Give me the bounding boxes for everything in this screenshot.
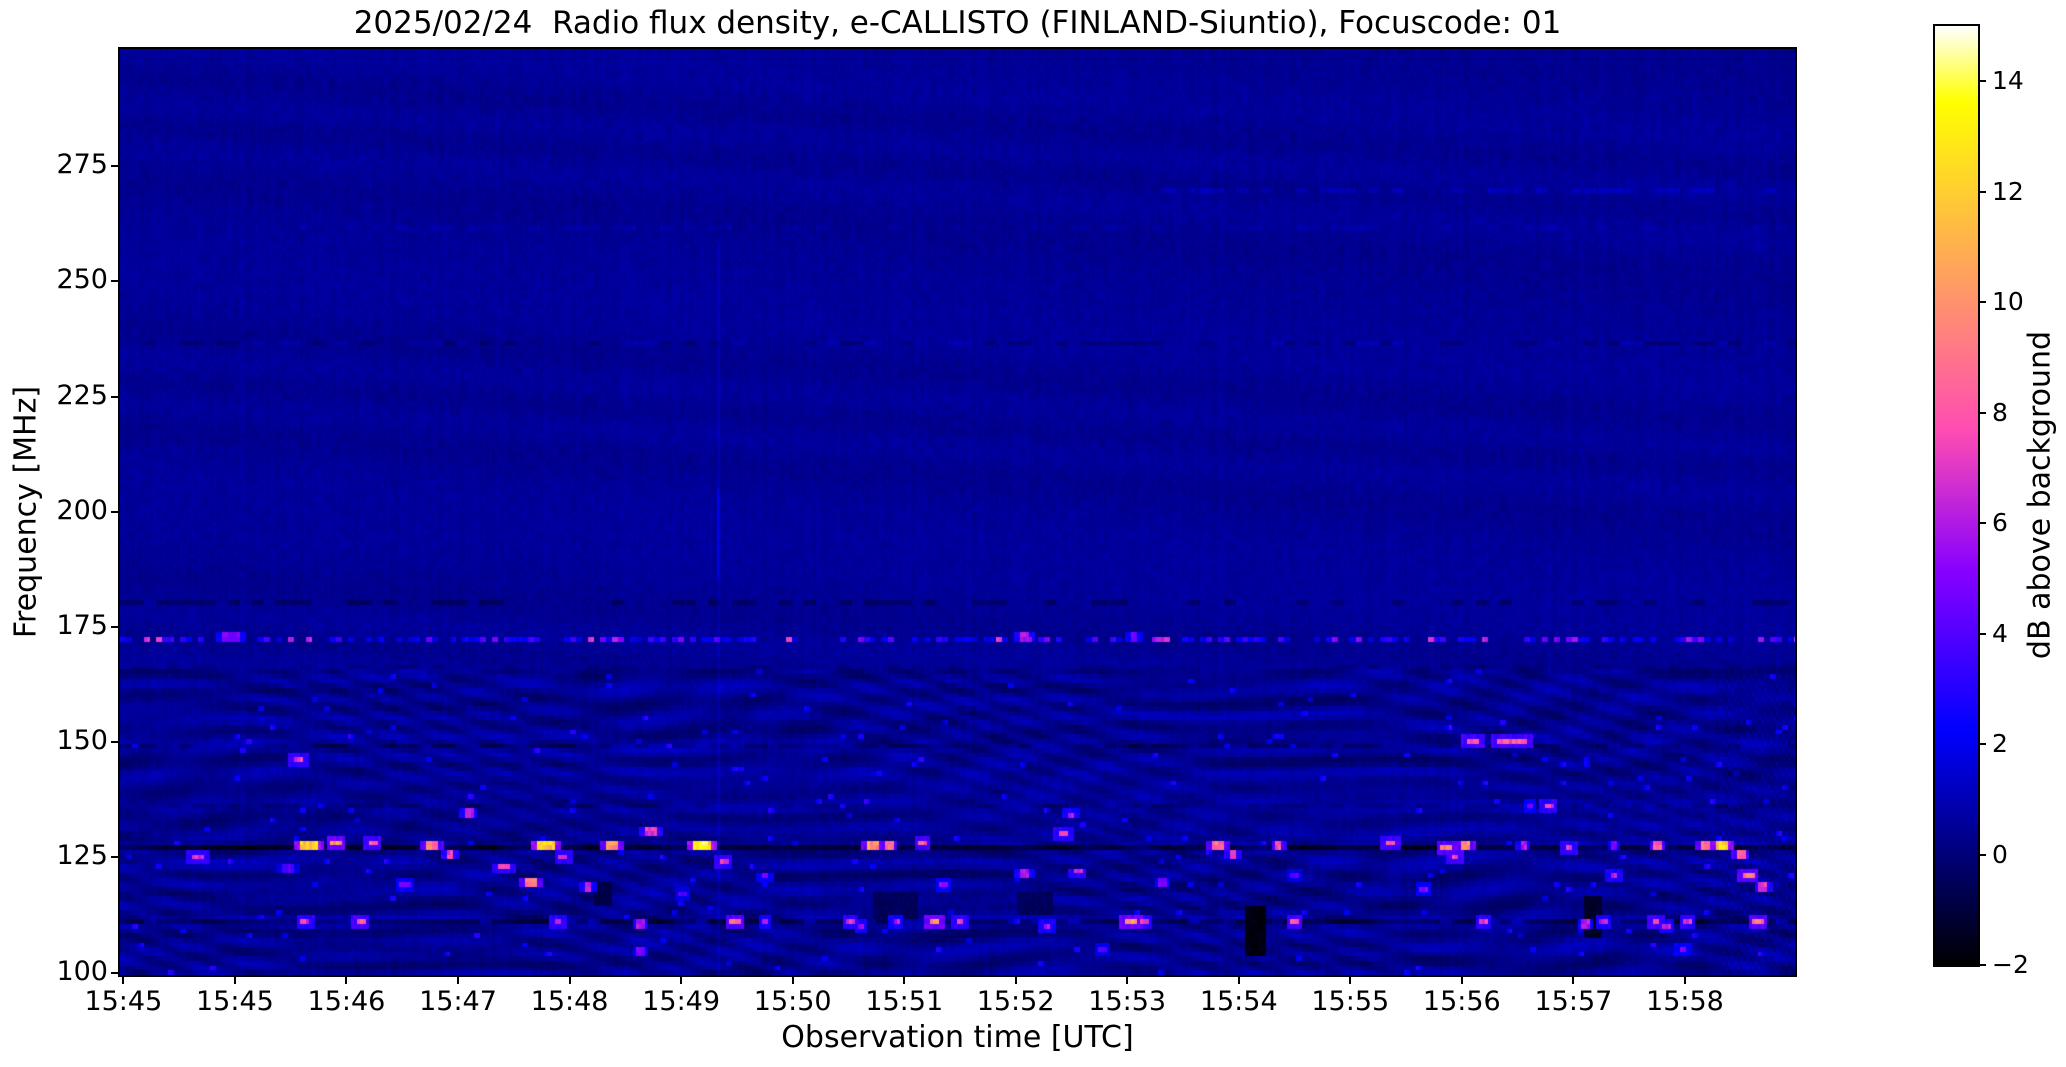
- x-tick-mark: [1460, 975, 1463, 984]
- x-tick-label: 15:47: [419, 986, 497, 1017]
- y-tick-label: 275: [56, 149, 108, 181]
- y-tick-label: 200: [56, 494, 108, 526]
- x-tick-label: 15:45: [84, 986, 163, 1017]
- y-tick-mark: [111, 165, 120, 168]
- x-tick-mark: [568, 975, 571, 984]
- x-tick-label: 15:57: [1534, 986, 1613, 1017]
- colorbar-tick-mark: [1978, 964, 1986, 966]
- x-tick-mark: [1349, 975, 1352, 984]
- x-tick-label: 15:49: [642, 986, 721, 1017]
- y-tick-label: 100: [56, 955, 108, 987]
- x-axis-label: Observation time [UTC]: [781, 1020, 1134, 1055]
- colorbar-tick-mark: [1978, 853, 1986, 856]
- colorbar-tick-mark: [1978, 522, 1986, 525]
- colorbar-tick-label: 0: [1992, 839, 2008, 869]
- colorbar-label: dB above background: [2022, 330, 2058, 660]
- colorbar-tick-mark: [1978, 301, 1986, 304]
- x-tick-label: 15:45: [195, 986, 274, 1017]
- x-tick-mark: [903, 975, 906, 984]
- x-tick-mark: [791, 975, 794, 984]
- x-tick-mark: [1572, 975, 1575, 984]
- y-axis-label: Frequency [MHz]: [8, 385, 44, 639]
- plot-frame: [118, 47, 1797, 977]
- colorbar-tick-label: 14: [1992, 66, 2024, 96]
- colorbar-tick-mark: [1978, 632, 1986, 635]
- colorbar-tick-mark: [1978, 743, 1986, 746]
- x-tick-label: 15:56: [1422, 986, 1501, 1017]
- x-tick-mark: [680, 975, 683, 984]
- colorbar-tick-label: 8: [1992, 397, 2008, 427]
- y-tick-label: 250: [56, 264, 108, 296]
- x-tick-mark: [122, 975, 125, 984]
- y-tick-label: 225: [56, 379, 108, 411]
- y-tick-label: 150: [56, 725, 108, 757]
- x-tick-label: 15:46: [307, 986, 386, 1017]
- x-tick-mark: [1237, 975, 1240, 984]
- chart-title: 2025/02/24 Radio flux density, e-CALLIST…: [353, 5, 1562, 41]
- y-tick-label: 175: [56, 610, 108, 641]
- x-tick-label: 15:52: [976, 986, 1055, 1017]
- colorbar-tick-label: 12: [1992, 176, 2024, 206]
- colorbar-tick-mark: [1978, 80, 1986, 83]
- colorbar-gradient: [1935, 26, 1978, 965]
- y-tick-mark: [111, 395, 120, 398]
- colorbar-tick-label: 6: [1992, 508, 2008, 538]
- colorbar-tick-label: 10: [1992, 287, 2024, 317]
- y-tick-mark: [111, 280, 120, 283]
- x-tick-mark: [1126, 975, 1129, 984]
- x-tick-label: 15:54: [1199, 986, 1278, 1017]
- colorbar-tick-mark: [1978, 411, 1986, 414]
- y-tick-mark: [111, 856, 120, 859]
- colorbar-tick-label: 2: [1992, 729, 2008, 759]
- x-tick-mark: [233, 975, 236, 984]
- colorbar-frame: [1933, 24, 1980, 967]
- x-tick-mark: [1683, 975, 1686, 984]
- x-tick-mark: [345, 975, 348, 984]
- y-tick-mark: [111, 971, 120, 974]
- x-tick-label: 15:58: [1646, 986, 1724, 1017]
- y-tick-mark: [111, 741, 120, 744]
- colorbar-tick-label: −2: [1992, 950, 2029, 979]
- x-tick-mark: [457, 975, 459, 984]
- x-tick-mark: [1014, 975, 1017, 984]
- colorbar-tick-label: 4: [1992, 618, 2008, 648]
- spectrogram-canvas: [120, 49, 1795, 975]
- y-tick-mark: [111, 626, 120, 628]
- x-tick-label: 15:55: [1311, 986, 1390, 1017]
- x-tick-label: 15:50: [753, 986, 832, 1017]
- x-tick-label: 15:53: [1088, 986, 1167, 1017]
- x-tick-label: 15:48: [530, 986, 609, 1017]
- x-tick-label: 15:51: [865, 986, 944, 1017]
- y-tick-mark: [111, 510, 120, 513]
- colorbar-tick-mark: [1978, 190, 1986, 193]
- y-tick-label: 125: [56, 840, 108, 872]
